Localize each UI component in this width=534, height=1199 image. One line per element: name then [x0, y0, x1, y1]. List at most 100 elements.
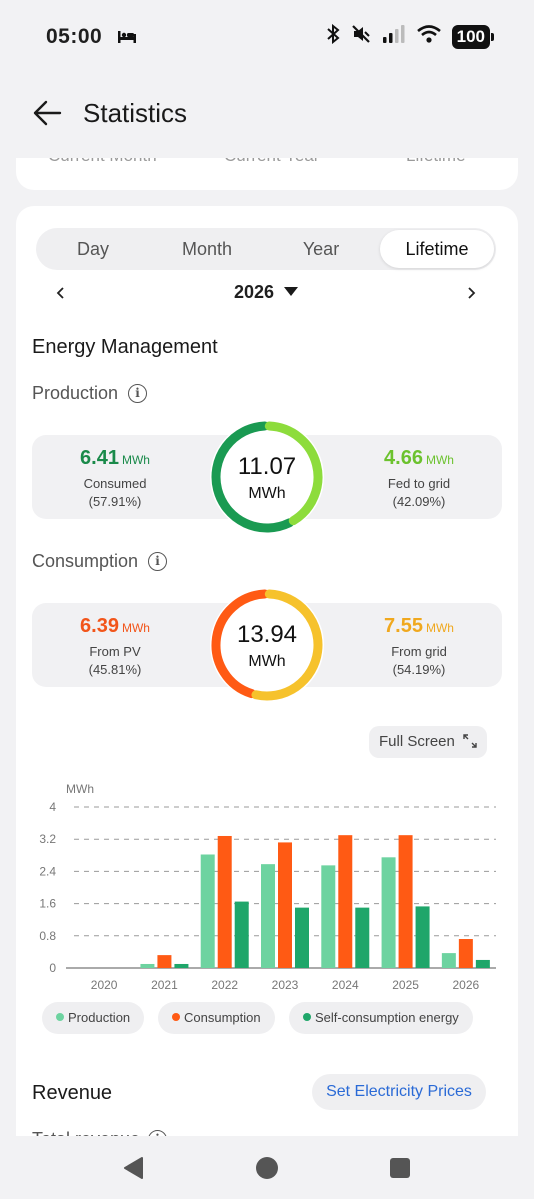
bar-production-2025[interactable]	[381, 857, 396, 968]
bar-production-2021[interactable]	[140, 963, 155, 968]
summary-card: Current Month Current Year Lifetime	[16, 158, 518, 190]
legend-dot-consumption	[172, 1013, 180, 1021]
fed-to-grid-label: Fed to grid	[387, 476, 451, 491]
production-total-unit: MWh	[248, 485, 286, 502]
legend-label-consumption: Consumption	[184, 1010, 261, 1025]
bar-consumption-2022[interactable]	[217, 835, 232, 968]
legend-consumption[interactable]: Consumption	[158, 1002, 275, 1034]
consumption-total: 13.94	[236, 621, 298, 648]
app-bar: Statistics	[0, 80, 534, 146]
square-recents-icon	[390, 1158, 410, 1178]
mute-icon	[351, 24, 371, 49]
sleep-icon	[117, 30, 137, 49]
date-value: 2026	[233, 282, 275, 302]
nav-home-button[interactable]	[253, 1154, 281, 1182]
bar-production-2024[interactable]	[321, 865, 336, 968]
bar-consumption-2023[interactable]	[278, 842, 292, 968]
production-left-arc	[211, 421, 294, 533]
tab-year[interactable]: Year	[302, 239, 340, 259]
summary-label-month: Current Month	[48, 158, 157, 166]
x-tick-label: 2022	[211, 978, 238, 992]
consumption-label: Consumption	[32, 551, 139, 571]
legend-production[interactable]: Production	[42, 1002, 145, 1034]
tab-lifetime[interactable]: Lifetime	[380, 230, 494, 268]
bar-self-consumption-energy-2025[interactable]	[415, 906, 430, 968]
consumption-ring: 13.94 MWh	[209, 587, 325, 703]
y-tick-label: 3.2	[39, 832, 56, 846]
tab-month[interactable]: Month	[181, 239, 233, 259]
system-nav-bar	[0, 1136, 534, 1199]
full-screen-button[interactable]: Full Screen	[369, 726, 487, 758]
nav-recents-button[interactable]	[386, 1154, 414, 1182]
bar-self-consumption-energy-2026[interactable]	[475, 959, 490, 968]
bar-production-2022[interactable]	[200, 854, 215, 968]
caret-down-icon	[284, 287, 299, 296]
bar-production-2026[interactable]	[441, 953, 456, 968]
status-time: 05:00	[46, 25, 103, 48]
full-screen-label: Full Screen	[379, 733, 455, 750]
from-pv-value: 6.39	[80, 615, 119, 637]
bar-consumption-2025[interactable]	[398, 835, 413, 968]
legend-self-consumption[interactable]: Self-consumption energy	[289, 1002, 473, 1034]
consumption-right-arc	[251, 589, 323, 701]
y-tick-label: 0	[49, 961, 56, 975]
from-grid-value: 7.55	[384, 615, 423, 637]
consumption-ring-chart	[210, 588, 324, 702]
bluetooth-icon	[326, 23, 340, 49]
fed-to-grid-unit: MWh	[425, 453, 454, 467]
x-tick-label: 2023	[272, 978, 299, 992]
signal-icon	[382, 24, 406, 49]
y-tick-label: 0.8	[39, 929, 56, 943]
bar-self-consumption-energy-2023[interactable]	[295, 907, 309, 968]
consumption-from-pv: 6.39 MWh From PV (45.81%)	[40, 615, 190, 677]
production-right-arc	[264, 421, 323, 526]
legend-label-production: Production	[68, 1010, 131, 1025]
production-info-icon[interactable]: i	[128, 384, 148, 403]
y-tick-label: 2.4	[39, 864, 56, 878]
set-electricity-prices-button[interactable]: Set Electricity Prices	[312, 1074, 486, 1110]
consumption-from-grid: 7.55 MWh From grid (54.19%)	[344, 615, 494, 677]
legend-dot-self-consumption	[303, 1013, 311, 1021]
back-button[interactable]	[28, 94, 66, 132]
from-pv-unit: MWh	[121, 621, 150, 635]
y-axis-unit-label: MWh	[66, 782, 94, 796]
x-tick-label: 2021	[151, 978, 178, 992]
production-ring: 11.07 MWh	[209, 419, 325, 535]
production-ring-chart	[210, 420, 324, 534]
summary-label-lifetime: Lifetime	[406, 158, 466, 166]
bar-production-2023[interactable]	[261, 864, 275, 968]
bar-consumption-2026[interactable]	[458, 939, 473, 968]
bar-consumption-2024[interactable]	[338, 835, 353, 968]
fed-to-grid-value: 4.66	[384, 447, 423, 469]
bar-self-consumption-energy-2024[interactable]	[355, 907, 370, 968]
energy-card: Day Month Year Lifetime 2026 Energy Mana…	[16, 206, 518, 1146]
bar-self-consumption-energy-2022[interactable]	[234, 901, 249, 968]
consumed-percent: (57.91%)	[88, 494, 142, 509]
consumed-value: 6.41	[80, 447, 119, 469]
from-grid-label: From grid	[391, 644, 447, 659]
period-tabs: Day Month Year Lifetime	[36, 228, 496, 270]
consumed-label: Consumed	[83, 476, 147, 491]
production-total: 11.07	[237, 453, 297, 480]
nav-back-button[interactable]	[120, 1154, 148, 1182]
bar-consumption-2021[interactable]	[157, 955, 172, 968]
energy-bar-chart: MWh 0 0.8 1.6 2.4 3.2 4 2020 2021 2022 2023 2024 202…	[39, 782, 496, 992]
legend-dot-production	[56, 1013, 64, 1021]
fed-to-grid-percent: (42.09%)	[392, 494, 446, 509]
from-grid-unit: MWh	[425, 621, 454, 635]
chevron-right-icon	[468, 287, 476, 299]
x-tick-label: 2020	[91, 978, 118, 992]
bar-self-consumption-energy-2021[interactable]	[174, 963, 189, 968]
revenue-title: Revenue	[32, 1082, 113, 1104]
status-bar: 05:00 100	[0, 0, 534, 76]
tab-day[interactable]: Day	[76, 239, 109, 259]
date-selector[interactable]: 2026	[36, 282, 496, 303]
from-grid-percent: (54.19%)	[392, 662, 446, 677]
consumption-left-arc	[211, 589, 270, 699]
consumption-info-icon[interactable]: i	[148, 552, 168, 571]
production-fed-to-grid: 4.66 MWh Fed to grid (42.09%)	[344, 447, 494, 509]
next-period-button[interactable]	[456, 278, 486, 308]
x-tick-label: 2025	[392, 978, 419, 992]
prev-period-button[interactable]	[46, 278, 76, 308]
production-label: Production	[32, 383, 119, 403]
